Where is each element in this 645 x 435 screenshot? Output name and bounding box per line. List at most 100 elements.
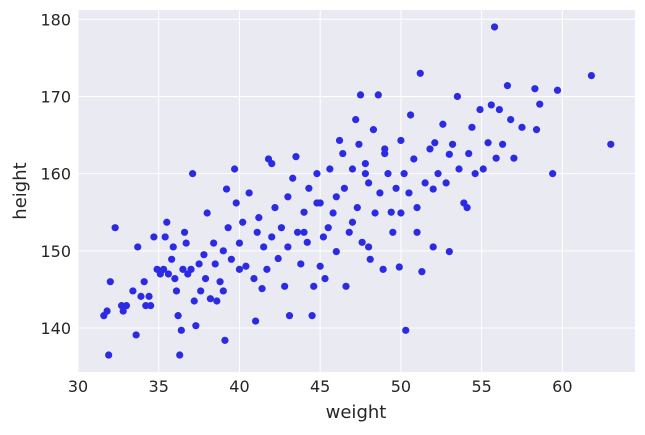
point	[297, 260, 305, 268]
point	[352, 116, 360, 124]
point	[463, 203, 471, 212]
point	[365, 179, 373, 187]
point	[553, 86, 562, 94]
point	[395, 263, 403, 271]
point	[384, 170, 392, 178]
point	[348, 165, 357, 173]
point	[224, 224, 232, 232]
point	[313, 199, 321, 207]
y-tick-label: 170	[40, 87, 71, 106]
point	[177, 326, 185, 334]
point	[137, 292, 145, 300]
point	[429, 185, 437, 193]
point	[106, 278, 114, 286]
point	[607, 140, 615, 148]
plot-area	[78, 10, 635, 372]
point	[536, 100, 544, 108]
point	[293, 228, 302, 236]
point	[300, 208, 308, 216]
point	[361, 159, 369, 168]
point	[300, 228, 308, 236]
point	[392, 184, 400, 192]
point	[271, 203, 279, 212]
point	[289, 174, 297, 182]
point	[172, 287, 181, 295]
point	[245, 189, 253, 197]
x-tick-label: 40	[229, 377, 249, 396]
point	[219, 247, 227, 255]
point	[227, 255, 235, 263]
point	[164, 270, 173, 278]
point	[189, 170, 197, 178]
point	[250, 275, 258, 283]
point	[195, 260, 203, 268]
point	[365, 243, 373, 251]
point	[532, 126, 541, 134]
point	[235, 265, 244, 273]
point	[345, 228, 353, 236]
point	[179, 265, 187, 273]
point	[379, 265, 387, 273]
point	[319, 233, 328, 241]
point	[549, 170, 557, 178]
point	[150, 233, 158, 241]
point	[129, 287, 137, 295]
point	[321, 275, 329, 283]
point	[410, 155, 418, 163]
point	[201, 275, 210, 283]
point	[518, 123, 526, 131]
point	[284, 243, 292, 251]
point	[495, 105, 503, 114]
x-tick-label: 60	[552, 377, 572, 396]
y-axis-label: height	[10, 162, 31, 219]
point	[140, 278, 148, 286]
point	[316, 262, 324, 270]
point	[448, 140, 457, 148]
point	[416, 69, 424, 77]
point	[258, 285, 266, 293]
point	[465, 149, 473, 158]
x-tick-label: 35	[149, 377, 169, 396]
point	[171, 275, 179, 283]
y-tick-label: 180	[40, 10, 71, 29]
point	[487, 101, 495, 109]
point	[260, 243, 268, 251]
point	[371, 209, 379, 217]
point	[313, 170, 321, 178]
point	[159, 265, 168, 273]
x-tick-label: 30	[68, 377, 88, 396]
point	[507, 116, 515, 124]
point	[219, 287, 227, 295]
point	[210, 239, 218, 247]
point	[476, 105, 484, 114]
point	[397, 209, 405, 217]
y-tick-label: 150	[40, 242, 71, 261]
point	[402, 326, 410, 334]
point	[277, 224, 286, 232]
point	[355, 140, 363, 148]
point	[406, 111, 415, 119]
point	[492, 154, 500, 162]
point	[329, 209, 337, 217]
point	[190, 297, 198, 305]
point	[389, 228, 397, 236]
point	[479, 165, 487, 173]
point	[192, 322, 200, 330]
point	[222, 185, 231, 193]
point	[421, 179, 429, 187]
point	[216, 278, 224, 286]
point	[353, 203, 361, 212]
point	[431, 139, 439, 147]
point	[361, 170, 369, 178]
point	[169, 243, 177, 251]
point	[369, 126, 378, 134]
point	[161, 233, 169, 241]
point	[335, 136, 344, 145]
point	[434, 170, 442, 178]
point	[413, 228, 421, 236]
point	[499, 140, 507, 148]
point	[251, 317, 260, 325]
point	[376, 189, 384, 197]
point	[239, 218, 247, 226]
point	[285, 312, 294, 320]
